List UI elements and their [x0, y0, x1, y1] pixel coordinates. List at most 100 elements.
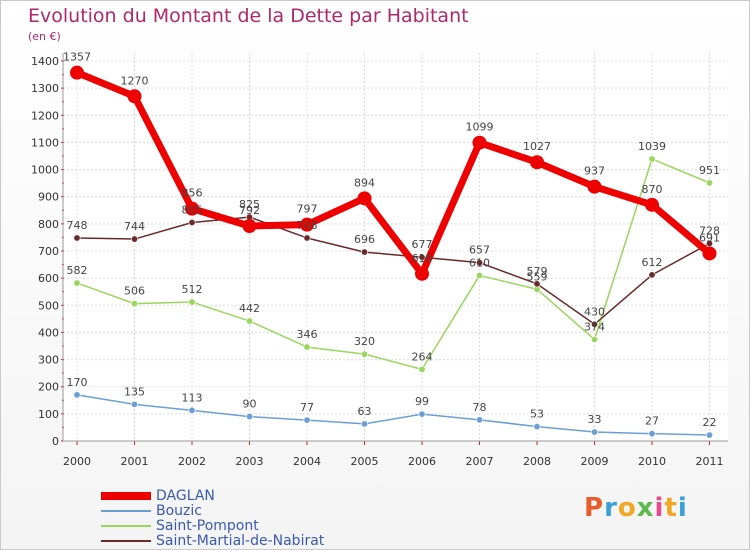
- y-tick-label: 600: [38, 272, 59, 285]
- series-line-bouzic: [76, 394, 711, 436]
- data-label-saint-pompont: 559: [527, 270, 548, 283]
- chart-title: Evolution du Montant de la Dette par Hab…: [28, 5, 469, 27]
- y-tick-label: 300: [38, 354, 59, 367]
- data-point-daglan: [300, 217, 314, 232]
- y-tick-label: 1300: [31, 82, 59, 95]
- x-tick-label: 2001: [121, 455, 149, 468]
- data-point-daglan: [357, 191, 372, 206]
- y-tick-label: 0: [52, 435, 59, 448]
- plot-area: [63, 53, 728, 441]
- data-label-bouzic: 77: [300, 401, 314, 414]
- data-label-bouzic: 113: [182, 391, 203, 404]
- legend-swatch: [101, 510, 151, 512]
- data-label-saint-martial-de-nabirat: 677: [412, 238, 433, 251]
- series-line-saint-martial-de-nabirat: [76, 216, 711, 326]
- legend-label: Saint-Martial-de-Nabirat: [156, 533, 325, 549]
- x-tick-label: 2010: [638, 455, 666, 468]
- data-label-bouzic: 78: [473, 401, 487, 414]
- data-point-daglan: [127, 89, 142, 104]
- x-tick-label: 2011: [696, 455, 724, 468]
- data-label-daglan: 797: [297, 203, 318, 216]
- data-label-bouzic: 22: [703, 416, 717, 429]
- chart-subtitle: (en €): [28, 30, 61, 43]
- data-point-daglan: [645, 197, 659, 212]
- data-label-saint-pompont: 951: [699, 164, 720, 177]
- logo-letter: r: [604, 493, 618, 523]
- data-label-saint-pompont: 610: [469, 256, 490, 269]
- data-label-daglan: 894: [354, 176, 375, 189]
- data-label-bouzic: 135: [124, 385, 145, 398]
- data-label-bouzic: 53: [530, 408, 544, 421]
- data-point-bouzic: [475, 416, 483, 424]
- data-point-saint-pompont: [648, 155, 656, 163]
- data-point-daglan: [242, 219, 257, 234]
- data-label-saint-martial-de-nabirat: 696: [354, 233, 375, 246]
- data-point-saint-martial-de-nabirat: [418, 253, 426, 261]
- data-point-saint-martial-de-nabirat: [131, 235, 139, 243]
- data-point-bouzic: [303, 416, 311, 424]
- proxiti-logo: Proxiti: [584, 493, 688, 523]
- data-point-saint-martial-de-nabirat: [533, 280, 541, 288]
- data-label-saint-pompont: 346: [297, 328, 318, 341]
- data-point-saint-pompont: [418, 365, 426, 373]
- data-point-daglan: [185, 201, 199, 216]
- y-tick-label: 500: [38, 299, 59, 312]
- legend-swatch: [101, 540, 151, 542]
- data-point-bouzic: [533, 423, 541, 431]
- x-tick-label: 2002: [178, 455, 206, 468]
- data-point-bouzic: [188, 406, 196, 414]
- y-tick-label: 400: [38, 326, 59, 339]
- data-point-saint-pompont: [590, 335, 598, 343]
- data-point-saint-martial-de-nabirat: [188, 219, 196, 227]
- data-label-saint-martial-de-nabirat: 612: [642, 256, 663, 269]
- data-point-daglan: [70, 65, 84, 80]
- y-tick-label: 1200: [31, 109, 59, 122]
- x-tick-label: 2005: [351, 455, 379, 468]
- data-point-bouzic: [705, 431, 713, 439]
- legend-swatch: [101, 525, 151, 527]
- x-tick-label: 2006: [408, 455, 436, 468]
- legend-swatch: [101, 492, 151, 500]
- data-point-bouzic: [648, 430, 656, 438]
- data-label-daglan: 937: [584, 165, 605, 178]
- series-line-daglan: [73, 69, 713, 278]
- data-label-saint-martial-de-nabirat: 657: [469, 244, 490, 257]
- logo-letter: i: [654, 493, 665, 523]
- data-label-saint-pompont: 512: [182, 283, 203, 296]
- data-label-daglan: 1357: [63, 51, 91, 64]
- x-tick-label: 2008: [523, 455, 551, 468]
- y-tick-label: 200: [38, 381, 59, 394]
- data-point-saint-pompont: [475, 271, 483, 279]
- data-label-bouzic: 90: [243, 398, 257, 411]
- x-tick-label: 2000: [63, 455, 91, 468]
- data-point-saint-martial-de-nabirat: [303, 234, 311, 242]
- data-label-daglan: 792: [239, 204, 260, 217]
- data-point-bouzic: [73, 391, 81, 399]
- data-point-daglan: [530, 155, 544, 170]
- data-label-saint-martial-de-nabirat: 728: [699, 224, 720, 237]
- data-label-daglan: 1027: [523, 140, 551, 153]
- data-label-bouzic: 63: [358, 405, 372, 418]
- data-point-saint-martial-de-nabirat: [360, 248, 368, 256]
- data-point-saint-pompont: [188, 298, 196, 306]
- logo-letter: x: [636, 493, 655, 523]
- y-tick-label: 1100: [31, 136, 59, 149]
- data-label-saint-martial-de-nabirat: 748: [67, 219, 88, 232]
- data-point-daglan: [472, 135, 487, 150]
- data-point-saint-pompont: [360, 350, 368, 358]
- data-label-daglan: 1270: [121, 74, 149, 87]
- data-point-saint-martial-de-nabirat: [475, 259, 483, 267]
- data-point-daglan: [702, 246, 717, 261]
- data-label-daglan: 616: [412, 252, 433, 265]
- data-label-bouzic: 170: [67, 376, 88, 389]
- data-label-daglan: 691: [699, 231, 720, 244]
- x-tick-label: 2007: [466, 455, 494, 468]
- logo-letter: t: [664, 493, 678, 523]
- data-point-bouzic: [590, 428, 598, 436]
- y-tick-label: 1400: [31, 55, 59, 68]
- data-label-saint-martial-de-nabirat: 805: [182, 204, 203, 217]
- logo-letter: P: [584, 493, 605, 523]
- data-point-saint-martial-de-nabirat: [648, 271, 656, 279]
- data-label-saint-martial-de-nabirat: 825: [239, 198, 260, 211]
